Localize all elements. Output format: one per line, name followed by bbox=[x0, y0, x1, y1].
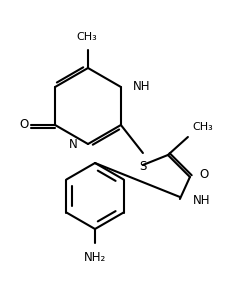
Text: O: O bbox=[19, 118, 29, 132]
Text: NH: NH bbox=[133, 81, 150, 93]
Text: NH: NH bbox=[193, 194, 211, 207]
Text: NH₂: NH₂ bbox=[84, 251, 106, 264]
Text: CH₃: CH₃ bbox=[77, 32, 97, 42]
Text: S: S bbox=[139, 160, 147, 173]
Text: CH₃: CH₃ bbox=[192, 122, 213, 132]
Text: N: N bbox=[69, 138, 78, 150]
Text: O: O bbox=[199, 168, 208, 182]
